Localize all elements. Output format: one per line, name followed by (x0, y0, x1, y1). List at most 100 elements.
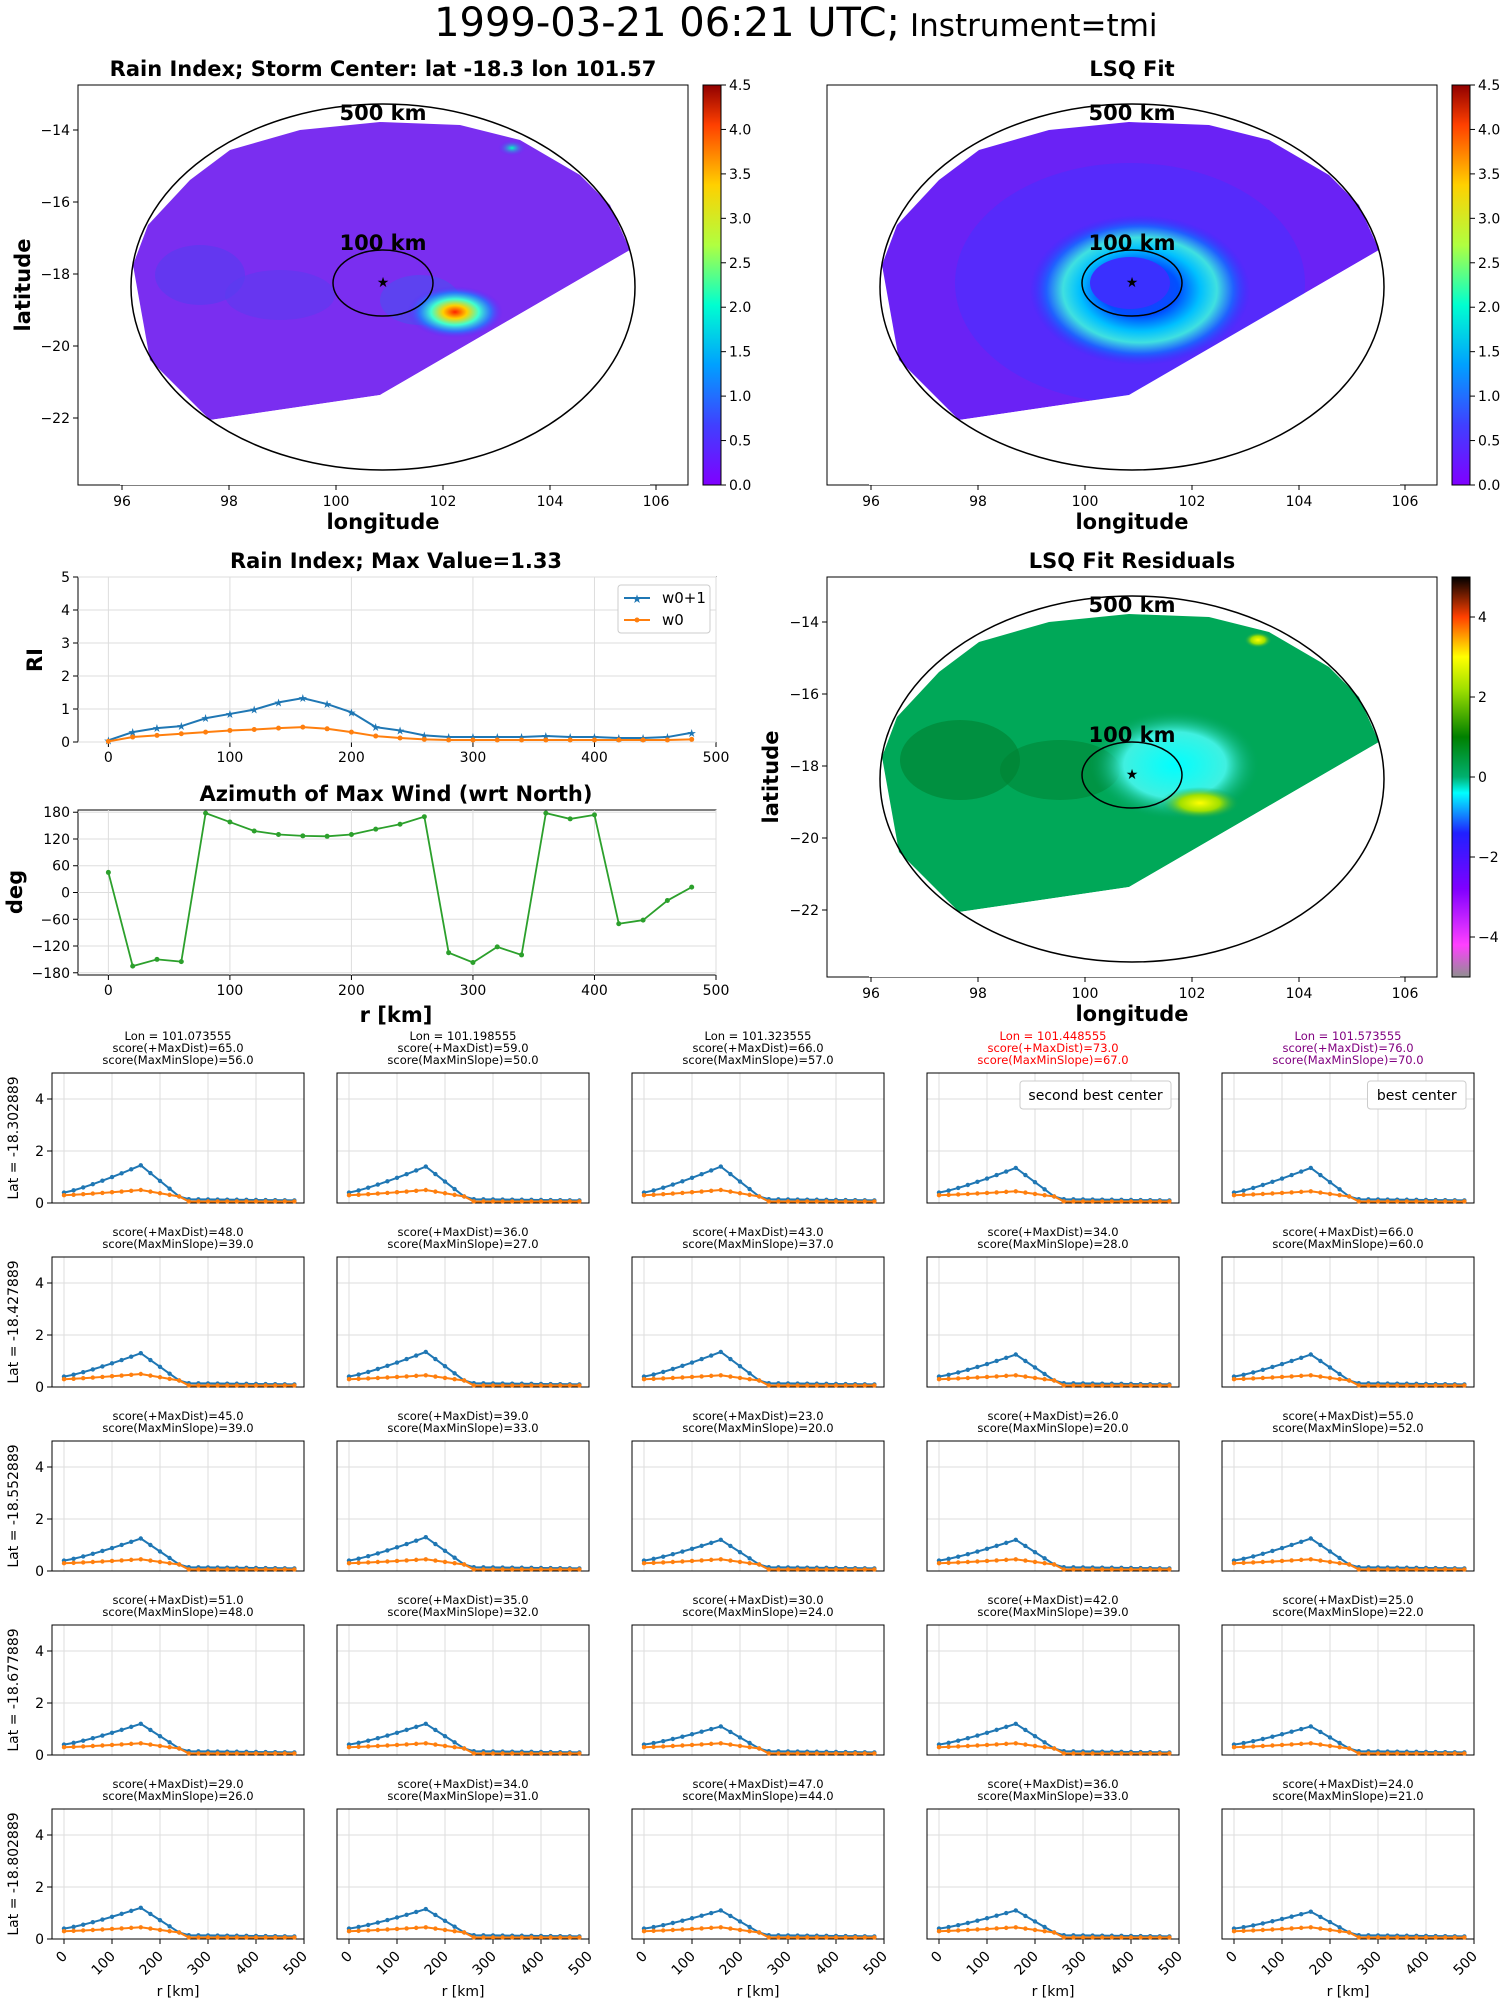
lon-tick-label: 102 (430, 494, 457, 510)
cell-score-maxdist: score(+MaxDist)=36.0 (987, 1777, 1118, 1791)
profile-point (795, 1935, 800, 1940)
profile-point (699, 1926, 704, 1931)
profile-point (442, 1375, 448, 1381)
ri-chart-title: Rain Index; Max Value=1.33 (230, 549, 562, 573)
profile-point (356, 1744, 361, 1750)
x-tick-label: 0 (338, 1949, 356, 1967)
profile-point (689, 1360, 695, 1365)
profile-point (394, 1360, 400, 1365)
profile-point (661, 1185, 666, 1190)
profile-point (148, 1727, 153, 1733)
profile-point (728, 1171, 733, 1177)
lon-tick-label: 104 (537, 494, 564, 510)
profile-point (500, 1199, 505, 1204)
lon-tick-label: 100 (1072, 986, 1099, 1002)
profile-point (1231, 1561, 1237, 1566)
lat-tick-label: −14 (789, 615, 819, 631)
profile-point (1119, 1567, 1124, 1572)
profile-point (965, 1559, 970, 1565)
profile-point (680, 1179, 685, 1184)
profile-point (375, 1182, 380, 1187)
profile-point (661, 1922, 666, 1928)
profile-point (366, 1185, 371, 1190)
profile-point (394, 1926, 400, 1932)
profile-point (1337, 1555, 1342, 1561)
profile-point (1270, 1734, 1275, 1739)
profile-point (1260, 1927, 1266, 1933)
profile-point (795, 1567, 800, 1572)
cell-score-maxdist: score(+MaxDist)=66.0 (1282, 1225, 1413, 1239)
profile-point (366, 1738, 371, 1743)
data-point-w0 (616, 737, 622, 743)
profile-point (253, 1199, 259, 1204)
profile-point (1337, 1187, 1342, 1192)
profile-point (651, 1556, 656, 1562)
profile-point (356, 1740, 361, 1746)
cell-score-maxminslope: score(MaxMinSlope)=39.0 (102, 1237, 253, 1251)
cell-xlabel: r [km] (737, 1984, 780, 2000)
cell-score-maxminslope: score(MaxMinSlope)=60.0 (1272, 1237, 1423, 1251)
x-tick-label: 300 (765, 1949, 795, 1979)
profile-point (404, 1171, 409, 1177)
profile-point (737, 1743, 743, 1749)
lat-tick-label: −18 (789, 759, 819, 775)
profile-point (414, 1188, 419, 1193)
profile-point (490, 1935, 496, 1940)
map-ri-ylabel: latitude (11, 239, 35, 332)
profile-point (776, 1383, 781, 1388)
colorbar-tick-label: 1.0 (1478, 389, 1500, 405)
colorbar-tick-label: 3.5 (729, 167, 751, 183)
profile-point (100, 1743, 105, 1748)
map-ri-ring-500 (130, 103, 636, 471)
y-tick-label: 2 (35, 1880, 44, 1896)
cell-score-maxminslope: score(MaxMinSlope)=21.0 (1272, 1789, 1423, 1803)
profile-point (946, 1188, 951, 1193)
profile-point (853, 1751, 858, 1756)
profile-point (1241, 1744, 1246, 1750)
y-tick-label: 0 (35, 1748, 44, 1764)
profile-point (442, 1191, 448, 1196)
lat-tick-label: −22 (40, 411, 70, 427)
profile-point (404, 1727, 409, 1733)
profile-point (795, 1383, 800, 1388)
profile-point (138, 1187, 143, 1193)
profile-point (737, 1919, 743, 1924)
profile-point (1462, 1567, 1467, 1572)
cell-frame (926, 1624, 1180, 1756)
profile-point (1100, 1567, 1105, 1572)
profile-point (747, 1377, 752, 1382)
profile-point (81, 1369, 86, 1375)
profile-point (548, 1199, 553, 1204)
y-tick-label: 4 (35, 1828, 44, 1844)
profile-point (965, 1743, 970, 1749)
profile-point (500, 1751, 505, 1756)
profile-point (1318, 1558, 1323, 1563)
profile-point (718, 1741, 723, 1746)
profile-point (661, 1192, 666, 1197)
azimuth-point (227, 819, 233, 825)
profile-point (1414, 1751, 1419, 1756)
profile-point (129, 1354, 134, 1359)
profile-point (1308, 1909, 1314, 1914)
profile-point (1109, 1383, 1115, 1388)
az-chart-plot: 0 100 200 300 400 500 180 120 60 0 −60 −120 −180 (32, 805, 730, 999)
profile-point (273, 1383, 278, 1388)
profile-point (1270, 1191, 1275, 1196)
profile-point (71, 1372, 76, 1377)
profile-point (680, 1918, 685, 1923)
x-tick-label: 0 (104, 983, 113, 999)
profile-point (346, 1745, 352, 1750)
profile-point (375, 1743, 380, 1749)
profile-point (1004, 1169, 1009, 1174)
profile-point (975, 1179, 980, 1185)
azimuth-point (105, 869, 111, 875)
profile-point (737, 1191, 743, 1196)
profile-point (1337, 1925, 1342, 1930)
azimuth-line (107, 811, 693, 968)
profile-point (1241, 1556, 1246, 1561)
profile-point (651, 1376, 656, 1382)
profile-point (1080, 1751, 1086, 1756)
candidate-cell: score(+MaxDist)=51.0score(MaxMinSlope)=4… (6, 1593, 305, 1764)
candidate-cell: score(+MaxDist)=43.0score(MaxMinSlope)=3… (631, 1225, 885, 1388)
